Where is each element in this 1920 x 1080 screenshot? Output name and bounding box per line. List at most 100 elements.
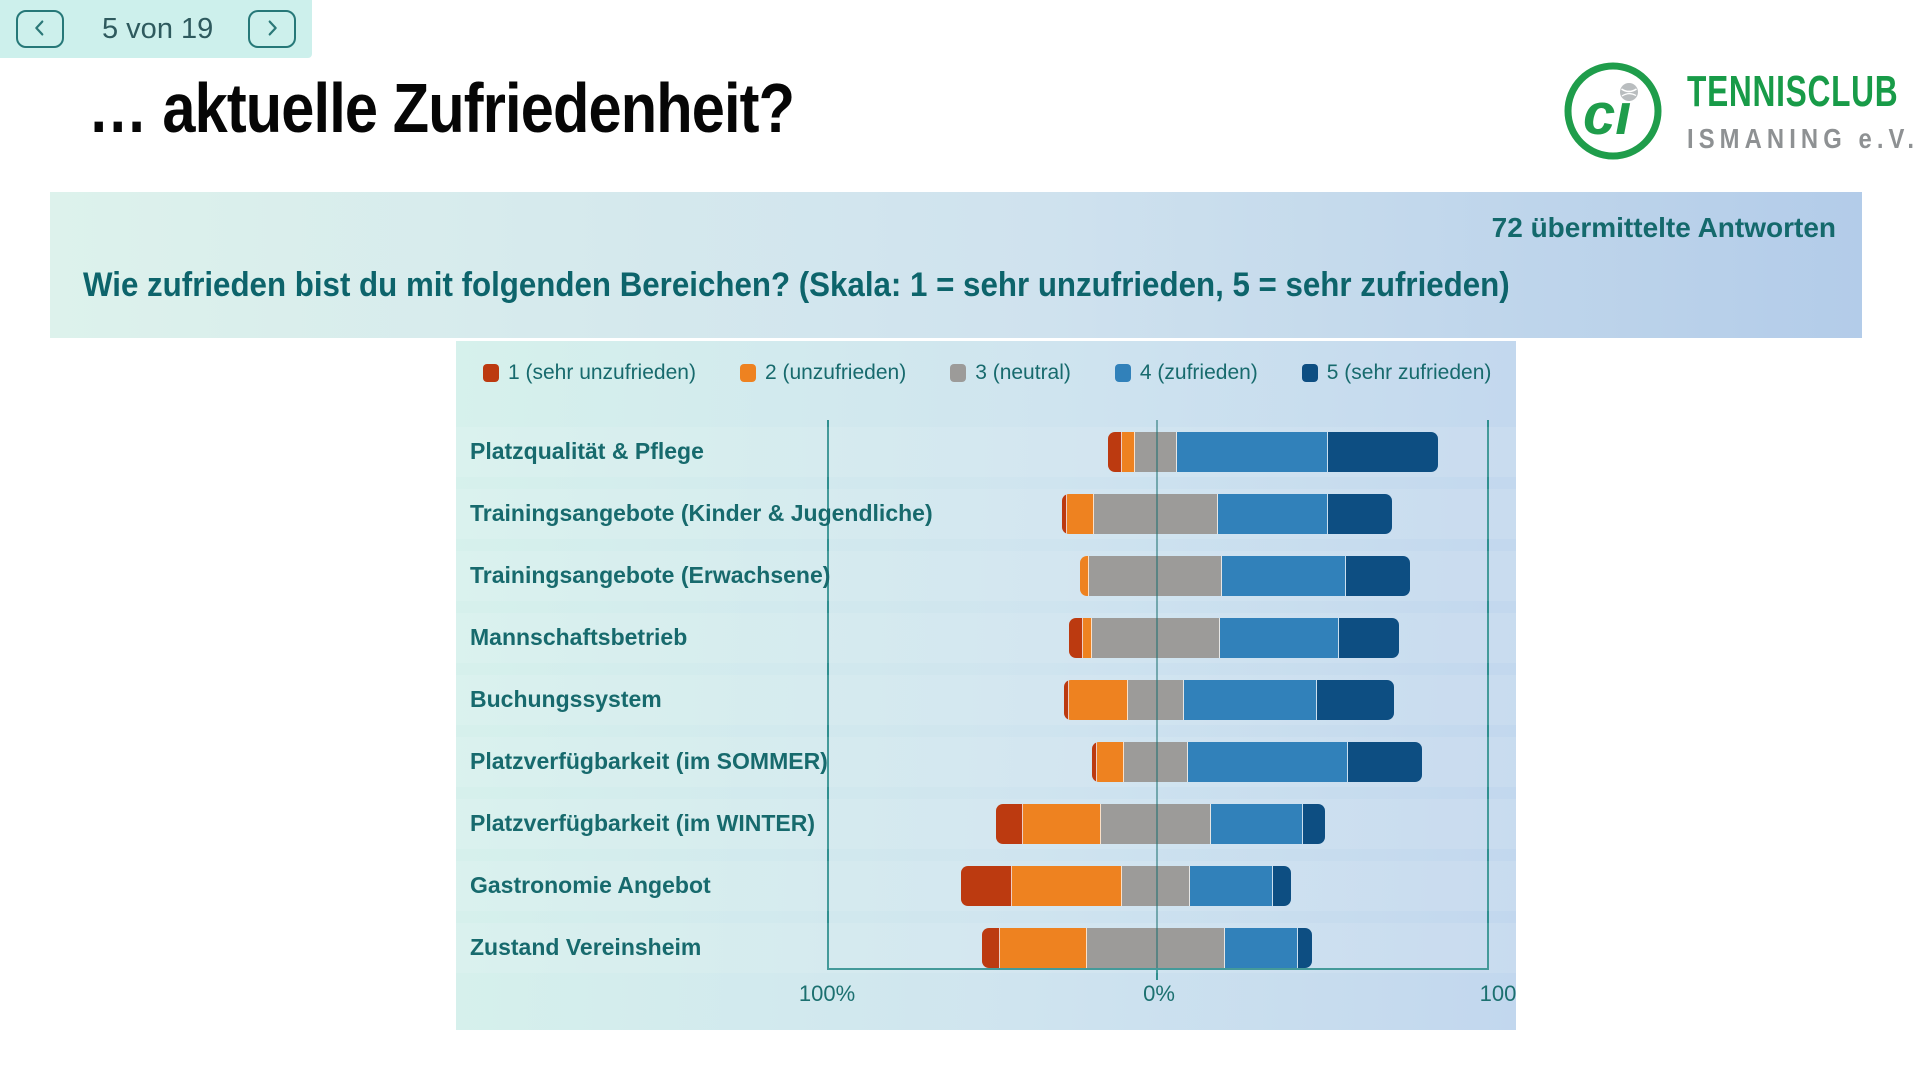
bar-segment (1348, 742, 1422, 782)
legend-label: 1 (sehr unzufrieden) (508, 361, 696, 384)
legend-item: 1 (sehr unzufrieden) (483, 361, 696, 385)
bar-segment (1327, 494, 1392, 534)
axis-line-bottom (827, 968, 1489, 970)
category-label: Platzverfügbarkeit (im SOMMER) (470, 748, 828, 774)
question-banner: 72 übermittelte Antworten Wie zufrieden … (50, 192, 1862, 338)
bar-segment (1091, 618, 1221, 658)
legend-swatch-icon (950, 364, 967, 382)
bar-segment (1068, 680, 1129, 720)
legend-label: 5 (sehr zufrieden) (1326, 361, 1492, 384)
chevron-left-icon (29, 17, 51, 42)
axis-label-center: 0% (1143, 981, 1175, 1006)
axis-line-right (1487, 420, 1489, 970)
legend-label: 3 (neutral) (975, 361, 1071, 384)
bar-segment (1094, 494, 1218, 534)
chevron-right-icon (261, 17, 283, 42)
page-indicator: 5 von 19 (102, 12, 214, 45)
zero-line (1156, 420, 1158, 968)
axis-line-left (827, 420, 829, 970)
bar-segment (1121, 866, 1191, 906)
bar-segment (1101, 804, 1211, 844)
bar-segment (1217, 494, 1328, 534)
bar (1068, 618, 1399, 658)
bar-segment (1064, 680, 1069, 720)
category-label: Zustand Vereinsheim (470, 934, 702, 960)
club-subtitle: ISMANING e.V. (1687, 123, 1920, 154)
legend-item: 2 (unzufrieden) (739, 361, 907, 385)
bar-segment (1176, 432, 1328, 472)
legend-item: 5 (sehr zufrieden) (1301, 361, 1492, 385)
bar-segment (1082, 618, 1092, 658)
bar-segment (1210, 804, 1303, 844)
legend-swatch-icon (1301, 364, 1318, 382)
bar-segment (1224, 928, 1299, 968)
bar (1064, 680, 1395, 720)
bar-segment (1183, 680, 1317, 720)
club-name: TENNISCLUB (1687, 67, 1899, 116)
bar-segment (981, 928, 1001, 968)
page-title: … aktuelle Zufriedenheit? (88, 69, 795, 147)
legend-swatch-icon (739, 364, 756, 382)
club-logo-text: TENNISCLUB ISMANING e.V. (1687, 67, 1920, 155)
axis-label-left: 100% (798, 981, 856, 1006)
row-stripe (456, 799, 1516, 849)
bar-segment (1298, 928, 1312, 968)
bar-segment (1023, 804, 1102, 844)
legend-label: 2 (unzufrieden) (764, 361, 907, 384)
legend-label: 4 (zufrieden) (1139, 361, 1258, 384)
question-text: Wie zufrieden bist du mit folgenden Bere… (83, 266, 1510, 304)
bar (1091, 742, 1422, 782)
club-logo: cı TENNISCLUB ISMANING e.V. (1563, 56, 1914, 166)
bar-segment (1087, 928, 1225, 968)
bar (961, 866, 1292, 906)
axis-label-right: 100 (1479, 981, 1516, 1006)
bar-segment (1222, 556, 1347, 596)
legend-swatch-icon (483, 364, 499, 382)
prev-slide-button[interactable] (16, 10, 64, 48)
bar-segment (1080, 556, 1090, 596)
slide-nav: 5 von 19 (0, 0, 312, 58)
bar-segment (1327, 432, 1438, 472)
bar-segment (1066, 494, 1095, 534)
bar-segment (1339, 618, 1399, 658)
bar-segment (961, 866, 1012, 906)
responses-count: 72 übermittelte Antworten (1491, 212, 1836, 243)
bar-segment (1096, 742, 1124, 782)
bar-segment (1123, 742, 1188, 782)
bar-segment (1187, 742, 1349, 782)
category-label: Trainingsangebote (Erwachsene) (470, 562, 831, 588)
bar-segment (1135, 432, 1177, 472)
bar-segment (1220, 618, 1340, 658)
bar (1107, 432, 1438, 472)
legend-item: 4 (zufrieden) (1114, 361, 1258, 385)
bar (1080, 556, 1411, 596)
bar (1062, 494, 1392, 534)
bar-segment (1316, 680, 1395, 720)
bar-segment (1121, 432, 1136, 472)
category-label: Mannschaftsbetrieb (470, 624, 688, 650)
bar (981, 928, 1312, 968)
bar-segment (1302, 804, 1326, 844)
category-label: Buchungssystem (470, 686, 662, 712)
bar-segment (1068, 618, 1083, 658)
bar-segment (1089, 556, 1223, 596)
bar-segment (1000, 928, 1088, 968)
category-label: Platzqualität & Pflege (470, 438, 704, 464)
bar-segment (1190, 866, 1273, 906)
bar-segment (995, 804, 1024, 844)
bar-segment (1062, 494, 1067, 534)
tennisclub-logo-icon: cı (1563, 61, 1663, 161)
next-slide-button[interactable] (248, 10, 296, 48)
bar (995, 804, 1326, 844)
survey-chart: 1 (sehr unzufrieden) 2 (unzufrieden) 3 (ne… (456, 341, 1516, 1030)
chart-legend: 1 (sehr unzufrieden) 2 (unzufrieden) 3 (ne… (483, 361, 1491, 385)
bar-segment (1272, 866, 1292, 906)
category-label: Gastronomie Angebot (470, 872, 711, 898)
bar-segment (1346, 556, 1411, 596)
zero-tick (1156, 970, 1158, 980)
bar-segment (1107, 432, 1122, 472)
bar-segment (1091, 742, 1097, 782)
bar-segment (1011, 866, 1122, 906)
legend-item: 3 (neutral) (950, 361, 1071, 385)
category-label: Trainingsangebote (Kinder & Jugendliche) (470, 500, 933, 526)
